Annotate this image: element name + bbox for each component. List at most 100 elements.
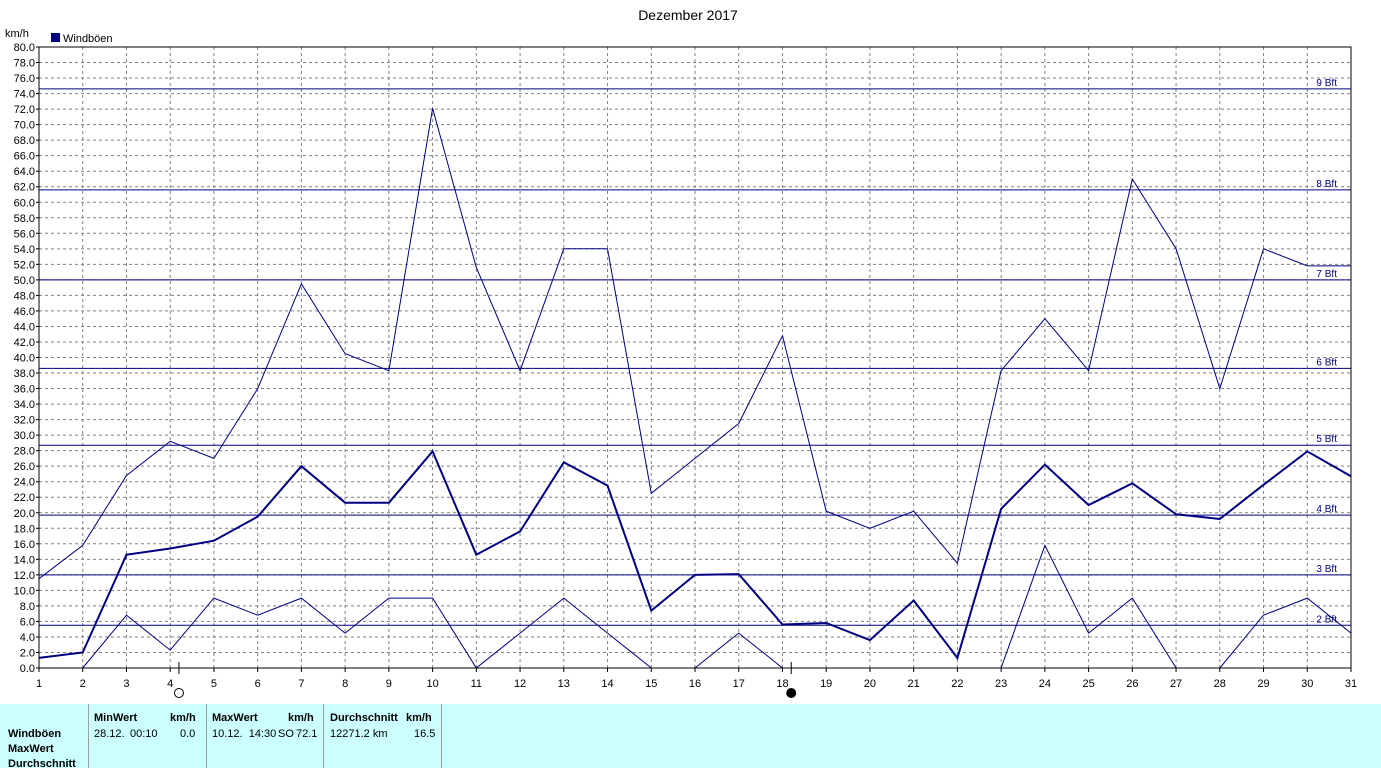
x-tick-label: 14 [601, 678, 613, 690]
y-tick-label: 8.0 [20, 601, 35, 613]
y-tick-label: 48.0 [14, 290, 35, 302]
min-header: MinWert [94, 712, 138, 724]
y-tick-label: 64.0 [14, 166, 35, 178]
max-direction: SO [278, 728, 294, 740]
x-tick-label: 24 [1039, 678, 1051, 690]
y-tick-label: 50.0 [14, 275, 35, 287]
y-tick-label: 0.0 [20, 663, 35, 675]
y-tick-label: 12.0 [14, 570, 35, 582]
full-moon-icon [173, 688, 184, 698]
x-tick-label: 20 [864, 678, 876, 690]
y-tick-label: 56.0 [14, 228, 35, 240]
x-tick-label: 13 [558, 678, 570, 690]
beaufort-label: 8 Bft [1316, 179, 1337, 190]
y-tick-label: 40.0 [14, 353, 35, 365]
x-tick-label: 2 [80, 678, 86, 690]
axes: 0.0 2.0 4.0 6.0 8.0 10.0 12.0 14.0 16.0 18.0 20.0 2… [14, 42, 1358, 690]
y-tick-label: 46.0 [14, 306, 35, 318]
max-unit: km/h [288, 712, 314, 724]
x-tick-label: 9 [386, 678, 392, 690]
x-tick-label: 25 [1082, 678, 1094, 690]
y-tick-label: 14.0 [14, 554, 35, 566]
y-tick-label: 36.0 [14, 384, 35, 396]
y-tick-label: 32.0 [14, 415, 35, 427]
y-tick-label: 60.0 [14, 197, 35, 209]
x-tick-label: 16 [689, 678, 701, 690]
min-gust-line [694, 632, 783, 669]
y-tick-label: 62.0 [14, 182, 35, 194]
y-tick-label: 6.0 [20, 616, 35, 628]
legend-label: Windböen [63, 33, 113, 45]
max-value: 72.1 [296, 728, 318, 740]
y-tick-label: 54.0 [14, 244, 35, 256]
y-tick-label: 4.0 [20, 632, 35, 644]
x-tick-label: 19 [820, 678, 832, 690]
stats-separator [206, 704, 207, 768]
y-tick-label: 58.0 [14, 213, 35, 225]
x-tick-label: 4 [167, 678, 173, 690]
y-tick-label: 80.0 [14, 42, 35, 54]
stats-row-label-gusts: Windböen [8, 728, 62, 740]
new-moon-icon [786, 688, 797, 698]
y-axis-label: km/h [5, 28, 29, 40]
avg-distance: 12271.2 km [330, 728, 388, 740]
y-tick-label: 78.0 [14, 58, 35, 70]
avg-unit: km/h [406, 712, 432, 724]
y-tick-label: 66.0 [14, 151, 35, 163]
y-tick-label: 52.0 [14, 259, 35, 271]
beaufort-label: 2 Bft [1316, 614, 1337, 625]
stats-row-label-avg: Durchschnitt [8, 758, 76, 770]
min-value: 0.0 [180, 728, 196, 740]
max-datetime: 10.12. 14:30 [212, 728, 277, 740]
x-tick-label: 3 [123, 678, 129, 690]
y-tick-label: 76.0 [14, 73, 35, 85]
y-tick-label: 22.0 [14, 492, 35, 504]
x-tick-label: 18 [776, 678, 788, 690]
x-tick-label: 30 [1301, 678, 1313, 690]
y-tick-label: 16.0 [14, 539, 35, 551]
y-tick-label: 20.0 [14, 508, 35, 520]
x-tick-label: 6 [255, 678, 261, 690]
x-tick-label: 8 [342, 678, 348, 690]
x-tick-label: 22 [951, 678, 963, 690]
y-tick-label: 24.0 [14, 477, 35, 489]
x-tick-label: 10 [426, 678, 438, 690]
beaufort-lines: 2 Bft 3 Bft 4 Bft 5 Bft 6 Bft 7 Bft 8 Bft 9 Bft [39, 78, 1351, 626]
y-tick-label: 44.0 [14, 321, 35, 333]
stats-separator [88, 704, 89, 768]
y-tick-label: 28.0 [14, 446, 35, 458]
beaufort-label: 3 Bft [1316, 564, 1337, 575]
max-gust-line [38, 108, 1351, 580]
moon-phase-markers [173, 662, 797, 698]
min-gust-line [1000, 544, 1177, 669]
x-tick-label: 7 [298, 678, 304, 690]
stats-row-label-max: MaxWert [8, 743, 54, 755]
x-tick-label: 21 [908, 678, 920, 690]
x-tick-label: 31 [1345, 678, 1357, 690]
min-gust-line [82, 597, 652, 669]
y-tick-label: 70.0 [14, 120, 35, 132]
beaufort-label: 6 Bft [1316, 357, 1337, 368]
statistics-panel: Windböen MaxWert Durchschnitt MinWert km… [0, 704, 1381, 770]
x-tick-label: 15 [645, 678, 657, 690]
y-tick-label: 10.0 [14, 585, 35, 597]
x-tick-label: 1 [36, 678, 42, 690]
x-tick-label: 26 [1126, 678, 1138, 690]
y-tick-label: 72.0 [14, 104, 35, 116]
y-tick-label: 74.0 [14, 89, 35, 101]
x-tick-label: 29 [1257, 678, 1269, 690]
y-tick-label: 34.0 [14, 399, 35, 411]
max-header: MaxWert [212, 712, 258, 724]
chart-title: Dezember 2017 [638, 7, 738, 23]
y-tick-label: 30.0 [14, 430, 35, 442]
x-tick-label: 5 [211, 678, 217, 690]
y-tick-label: 42.0 [14, 337, 35, 349]
y-tick-label: 18.0 [14, 523, 35, 535]
x-tick-label: 12 [514, 678, 526, 690]
y-tick-label: 2.0 [20, 647, 35, 659]
beaufort-label: 7 Bft [1316, 269, 1337, 280]
beaufort-label: 5 Bft [1316, 434, 1337, 445]
beaufort-label: 4 Bft [1316, 504, 1337, 515]
min-gust-line [1219, 597, 1352, 669]
x-tick-label: 17 [733, 678, 745, 690]
